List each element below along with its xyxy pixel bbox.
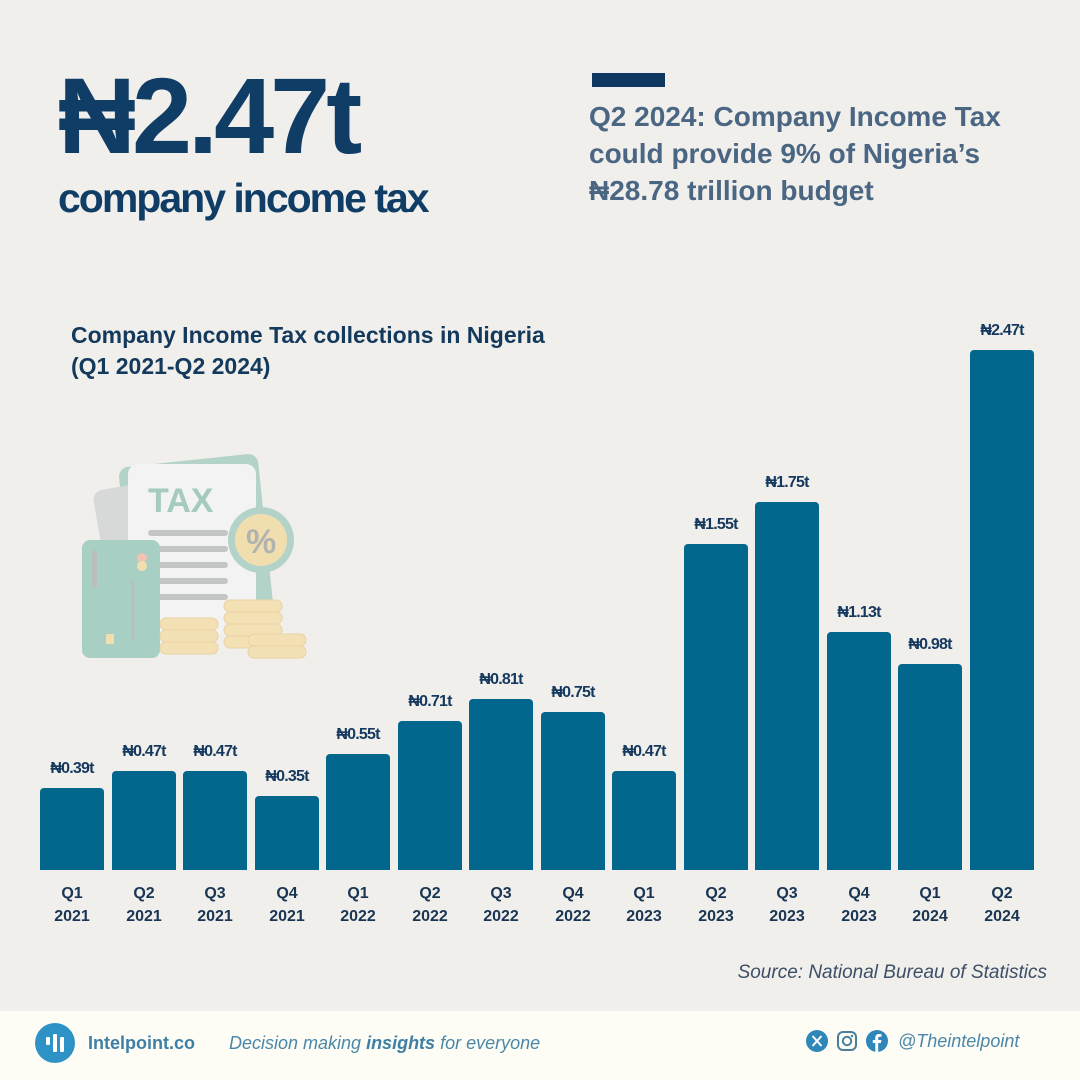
x-axis-label: Q1 2023 bbox=[600, 882, 688, 928]
source-note: Source: National Bureau of Statistics bbox=[737, 962, 1047, 983]
x-axis-label: Q4 2021 bbox=[243, 882, 331, 928]
x-axis-label: Q4 2023 bbox=[815, 882, 903, 928]
quarter-label: Q3 bbox=[490, 885, 512, 902]
quarter-label: Q3 bbox=[204, 885, 226, 902]
quarter-label: Q2 bbox=[133, 885, 155, 902]
svg-text:%: % bbox=[246, 523, 276, 561]
bar-value-label: ₦0.75t bbox=[551, 684, 595, 701]
year-label: 2022 bbox=[483, 908, 519, 925]
bar-value-label: ₦0.47t bbox=[122, 743, 166, 760]
bar bbox=[684, 544, 748, 870]
headline: Q2 2024: Company Income Tax could provid… bbox=[589, 101, 1001, 206]
bar-chart: ₦0.39t Q1 2021 ₦0.47t Q2 2021 ₦0.47t Q3 2021 ₦0.3… bbox=[28, 322, 1046, 928]
bar bbox=[40, 788, 104, 870]
footer: Intelpoint.co Decision making insights f… bbox=[0, 1011, 1080, 1080]
quarter-label: Q1 bbox=[919, 885, 941, 902]
hero-label: company income tax bbox=[58, 175, 430, 221]
chart-title: Company Income Tax collections in Nigeri… bbox=[71, 320, 545, 382]
bar bbox=[898, 664, 962, 870]
bar-value-label: ₦1.75t bbox=[765, 474, 809, 491]
quarter-label: Q2 bbox=[705, 885, 727, 902]
bar-value-label: ₦0.47t bbox=[193, 743, 237, 760]
year-label: 2024 bbox=[912, 908, 948, 925]
bar bbox=[970, 350, 1034, 870]
year-label: 2021 bbox=[269, 908, 305, 925]
year-label: 2023 bbox=[769, 908, 805, 925]
quarter-label: Q2 bbox=[419, 885, 441, 902]
quarter-label: Q1 bbox=[61, 885, 83, 902]
quarter-label: Q4 bbox=[562, 885, 584, 902]
bar bbox=[255, 796, 319, 870]
year-label: 2022 bbox=[340, 908, 376, 925]
year-label: 2024 bbox=[984, 908, 1020, 925]
bar-value-label: ₦0.71t bbox=[408, 693, 452, 710]
social-handle[interactable]: @Theintelpoint bbox=[898, 1030, 1020, 1051]
quarter-label: Q4 bbox=[276, 885, 298, 902]
bar-value-label: ₦0.47t bbox=[622, 743, 666, 760]
x-axis-label: Q2 2023 bbox=[672, 882, 760, 928]
x-axis-label: Q3 2023 bbox=[743, 882, 831, 928]
x-icon[interactable] bbox=[806, 1030, 828, 1052]
year-label: 2022 bbox=[412, 908, 448, 925]
year-label: 2021 bbox=[54, 908, 90, 925]
hero-value: ₦2.47t bbox=[58, 55, 362, 176]
bar bbox=[541, 712, 605, 870]
x-axis-label: Q1 2022 bbox=[314, 882, 402, 928]
bar bbox=[827, 632, 891, 870]
intelpoint-logo-icon bbox=[35, 1023, 75, 1063]
bar-value-label: ₦2.47t bbox=[980, 322, 1024, 339]
year-label: 2023 bbox=[626, 908, 662, 925]
x-axis-label: Q2 2022 bbox=[386, 882, 474, 928]
bar-value-label: ₦0.35t bbox=[265, 768, 309, 785]
quarter-label: Q3 bbox=[776, 885, 798, 902]
tagline: Decision making insights for everyone bbox=[229, 1033, 540, 1054]
bar bbox=[469, 699, 533, 870]
bar-value-label: ₦1.55t bbox=[694, 516, 738, 533]
year-label: 2023 bbox=[698, 908, 734, 925]
bar bbox=[326, 754, 390, 870]
x-axis-label: Q2 2024 bbox=[958, 882, 1046, 928]
quarter-label: Q1 bbox=[347, 885, 369, 902]
x-axis-label: Q3 2021 bbox=[171, 882, 259, 928]
bar bbox=[612, 771, 676, 870]
social-links: @Theintelpoint bbox=[806, 1030, 1019, 1052]
year-label: 2023 bbox=[841, 908, 877, 925]
x-axis-label: Q3 2022 bbox=[457, 882, 545, 928]
chart-title-line2: (Q1 2021-Q2 2024) bbox=[71, 353, 271, 379]
brand-name[interactable]: Intelpoint.co bbox=[88, 1033, 195, 1053]
accent-bar bbox=[592, 73, 665, 87]
bar-value-label: ₦0.98t bbox=[908, 636, 952, 653]
tagline-post: for everyone bbox=[435, 1033, 541, 1053]
x-axis-label: Q2 2021 bbox=[100, 882, 188, 928]
bar bbox=[183, 771, 247, 870]
bar bbox=[755, 502, 819, 870]
year-label: 2021 bbox=[126, 908, 162, 925]
tagline-pre: Decision making bbox=[229, 1033, 367, 1053]
instagram-icon[interactable] bbox=[836, 1030, 858, 1052]
bar-value-label: ₦1.13t bbox=[837, 604, 881, 621]
facebook-icon[interactable] bbox=[866, 1030, 888, 1052]
x-axis-label: Q1 2021 bbox=[28, 882, 116, 928]
bar-value-label: ₦0.39t bbox=[50, 760, 94, 777]
tagline-bold: insights bbox=[366, 1033, 436, 1053]
chart-title-line1: Company Income Tax collections in Nigeri… bbox=[71, 322, 545, 348]
quarter-label: Q2 bbox=[991, 885, 1013, 902]
bar bbox=[112, 771, 176, 870]
x-axis-label: Q4 2022 bbox=[529, 882, 617, 928]
year-label: 2021 bbox=[197, 908, 233, 925]
bar-value-label: ₦0.81t bbox=[479, 671, 523, 688]
x-axis-label: Q1 2024 bbox=[886, 882, 974, 928]
quarter-label: Q1 bbox=[633, 885, 655, 902]
quarter-label: Q4 bbox=[848, 885, 870, 902]
bar bbox=[398, 721, 462, 870]
tax-illustration-icon: TAX % bbox=[82, 454, 307, 659]
year-label: 2022 bbox=[555, 908, 591, 925]
bar-value-label: ₦0.55t bbox=[336, 726, 380, 743]
svg-text:TAX: TAX bbox=[148, 482, 214, 520]
